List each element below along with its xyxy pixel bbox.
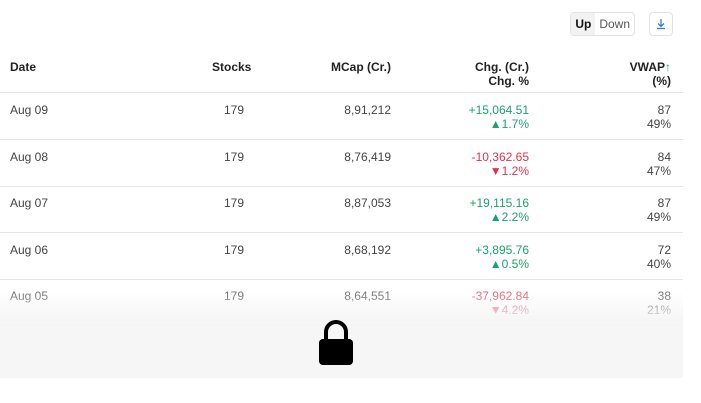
row-change: +3,895.76 ▲0.5% (475, 243, 529, 271)
col-vwap-label: VWAP (629, 60, 665, 74)
row-stocks: 179 (223, 196, 245, 210)
lock-icon[interactable] (317, 318, 355, 366)
download-icon (657, 19, 665, 30)
download-button[interactable] (649, 12, 673, 36)
row-vwap: 87 49% (647, 196, 671, 224)
row-mcap: 8,91,212 (344, 103, 391, 117)
row-vwap-count: 84 (657, 149, 671, 164)
row-change: -10,362.65 ▼1.2% (472, 150, 529, 178)
row-vwap-pct: 40% (646, 256, 671, 271)
row-vwap-count: 87 (657, 103, 671, 117)
table-row[interactable]: Aug 08 179 8,76,419 -10,362.65 ▼1.2% 84 47% (0, 140, 683, 187)
col-chg-pct-label: Chg. % (488, 74, 529, 88)
row-stocks: 179 (223, 103, 245, 117)
row-change: +15,064.51 ▲1.7% (469, 103, 529, 131)
row-mcap: 8,76,419 (344, 149, 391, 164)
table-row[interactable]: Aug 09 179 8,91,212 +15,064.51 ▲1.7% 87 49% (0, 93, 683, 140)
row-change-pct: ▲2.2% (489, 210, 529, 224)
row-change-pct: ▲0.5% (489, 256, 529, 271)
col-mcap[interactable]: MCap (Cr.) (331, 60, 391, 74)
row-mcap: 8,68,192 (344, 242, 391, 257)
toggle-up[interactable]: Up (571, 13, 596, 35)
row-vwap-pct: 49% (646, 117, 671, 131)
row-stocks: 179 (223, 149, 245, 164)
col-vwap-pct-label: (%) (652, 74, 671, 88)
row-date: Aug 07 (10, 196, 49, 210)
row-change-value: +19,115.16 (469, 196, 529, 210)
row-change-value: +15,064.51 (468, 103, 529, 117)
col-date[interactable]: Date (10, 60, 37, 74)
row-stocks: 179 (223, 242, 245, 257)
row-vwap-pct: 49% (646, 210, 671, 224)
row-vwap-pct: 47% (646, 163, 671, 178)
col-chg[interactable]: Chg. (Cr.) Chg. % (475, 60, 529, 88)
row-date: Aug 06 (10, 242, 49, 257)
table-row[interactable]: Aug 07 179 8,87,053 +19,115.16 ▲2.2% 87 49% (0, 186, 683, 233)
row-change-value: +3,895.76 (475, 242, 529, 257)
sort-arrow-icon: ↑ (665, 60, 671, 74)
toggle-down[interactable]: Down (599, 17, 630, 31)
row-change-pct: ▼1.2% (489, 163, 529, 178)
row-change-pct: ▲1.7% (489, 117, 529, 131)
table-row[interactable]: Aug 06 179 8,68,192 +3,895.76 ▲0.5% 72 40% (0, 233, 683, 280)
col-stocks[interactable]: Stocks (212, 60, 252, 74)
row-date: Aug 09 (10, 103, 49, 117)
col-vwap[interactable]: VWAP↑ (%) (630, 60, 671, 88)
row-mcap: 8,87,053 (344, 196, 391, 210)
row-vwap-count: 72 (657, 242, 671, 257)
col-chg-label: Chg. (Cr.) (475, 60, 529, 74)
row-change: +19,115.16 ▲2.2% (469, 196, 529, 224)
row-vwap: 87 49% (647, 103, 671, 131)
row-date: Aug 08 (10, 149, 49, 164)
toolbar: Up Down (570, 12, 673, 36)
table-header: Date Stocks MCap (Cr.) Chg. (Cr.) Chg. %… (0, 60, 683, 93)
up-down-toggle[interactable]: Up Down (570, 12, 635, 36)
row-vwap: 84 47% (647, 150, 671, 178)
row-vwap: 72 40% (647, 243, 671, 271)
row-change-value: -10,362.65 (471, 149, 529, 164)
row-vwap-count: 87 (657, 196, 671, 210)
